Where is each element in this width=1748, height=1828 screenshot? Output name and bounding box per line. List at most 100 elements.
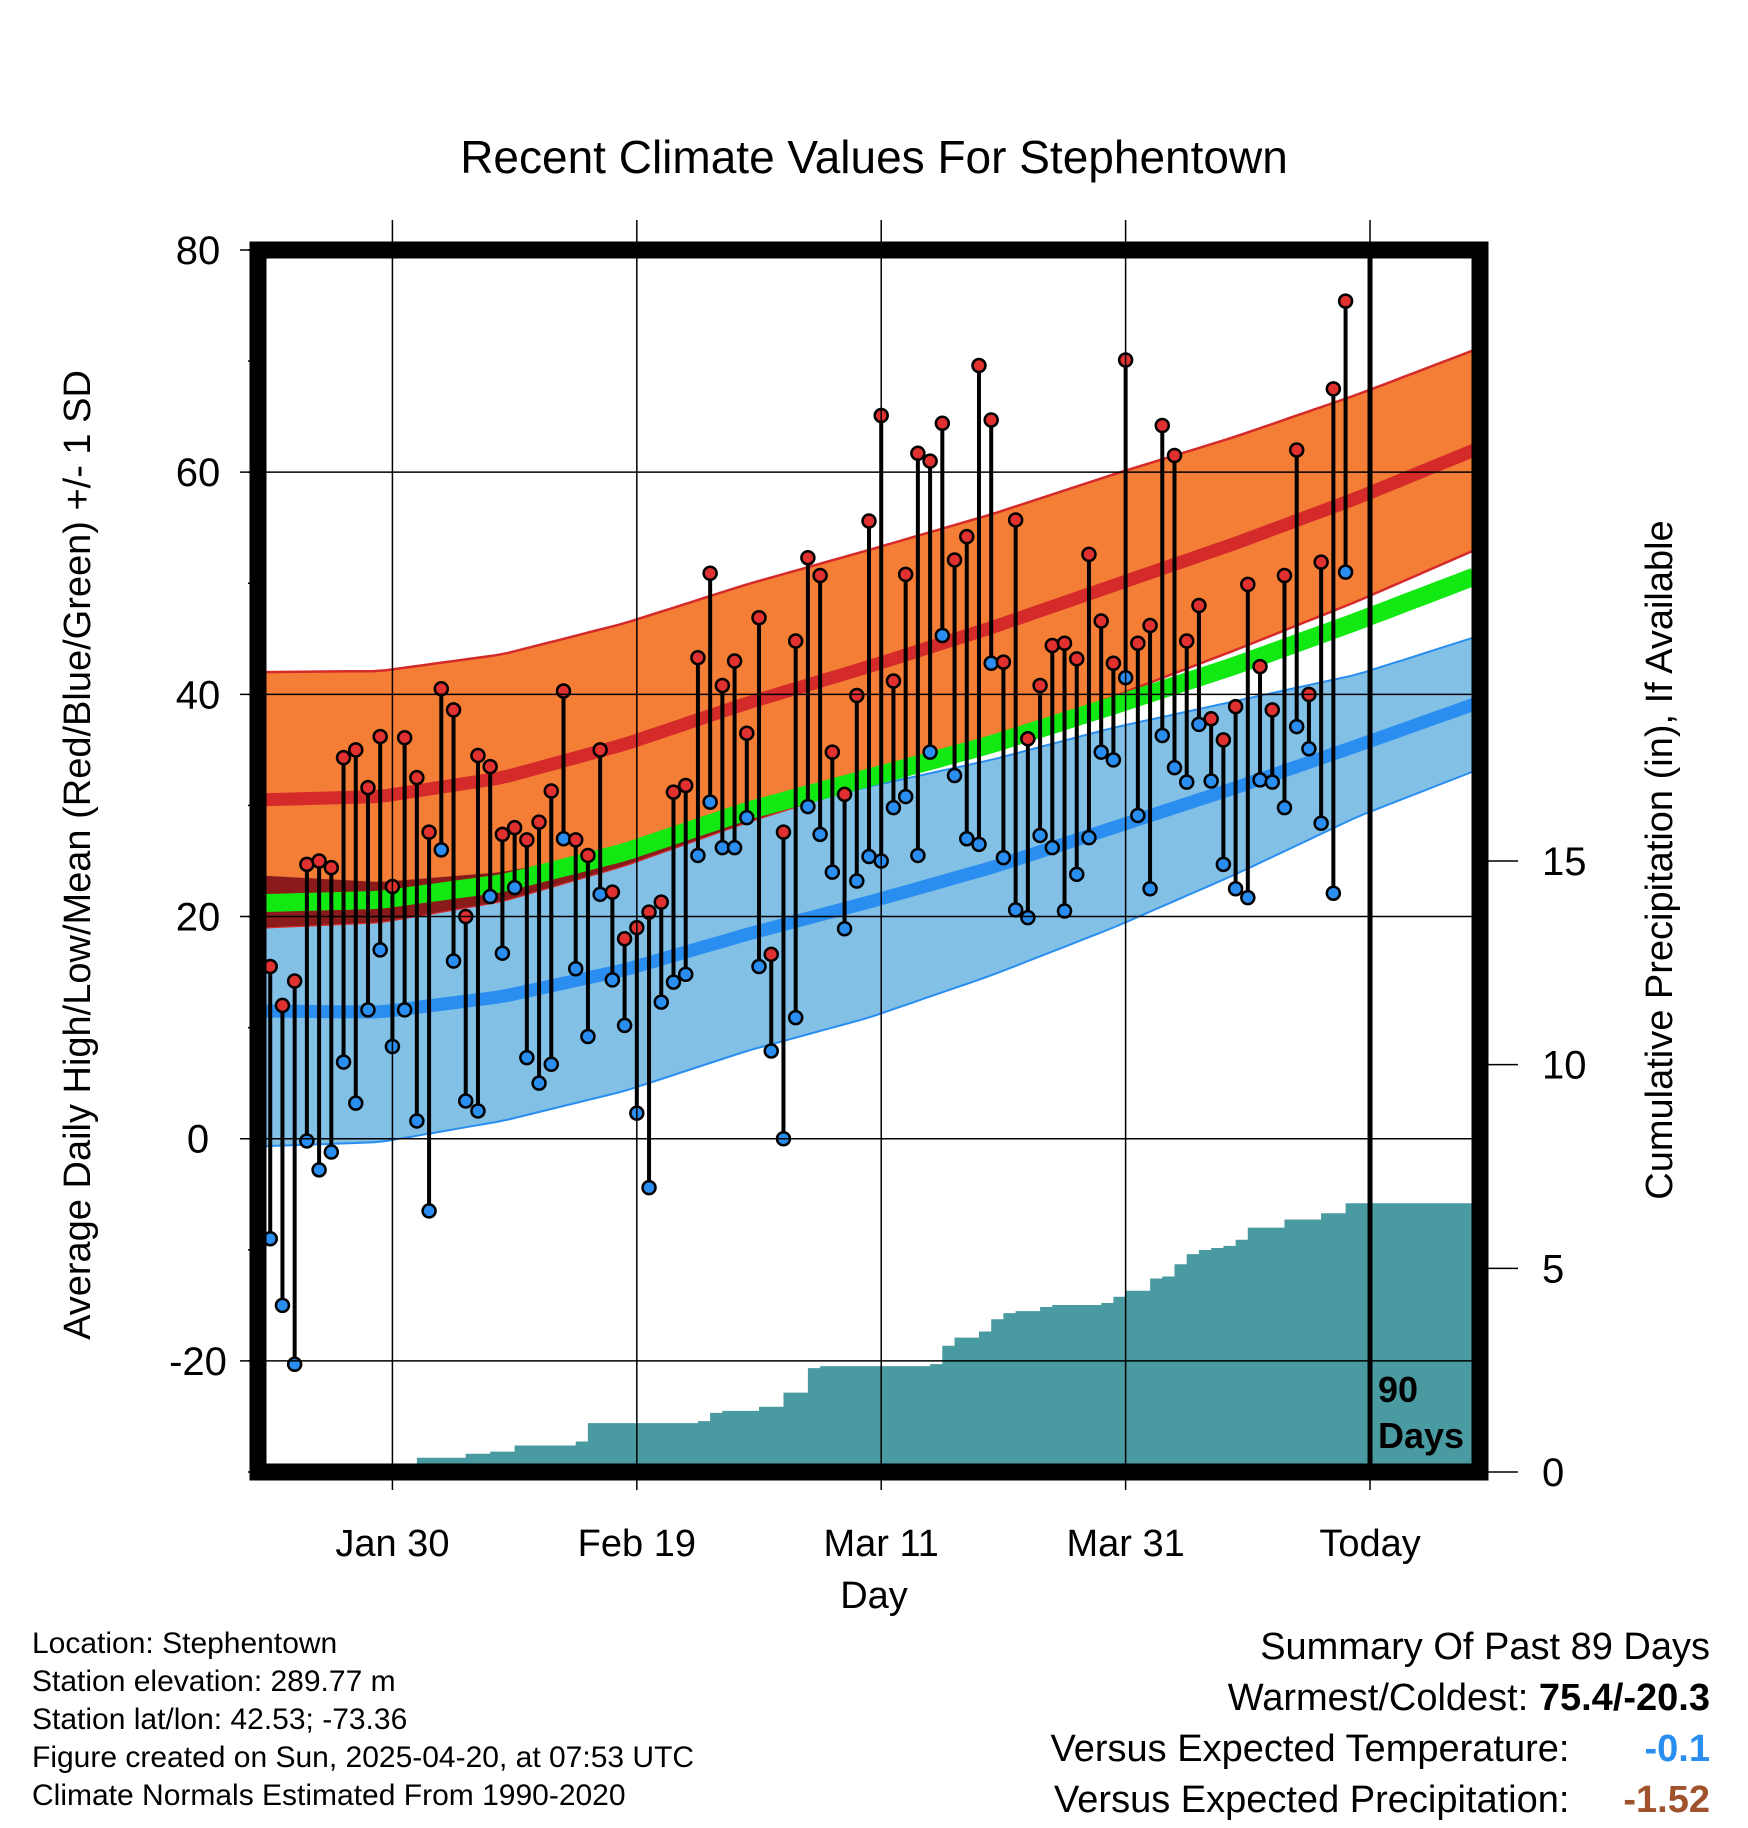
daily-high-point [1068, 651, 1085, 667]
daily-high-point [775, 824, 792, 840]
daily-low-point [323, 1144, 340, 1160]
daily-low-point [983, 655, 999, 672]
daily-high-point [445, 702, 462, 718]
y2-axis-label: Cumulative Precipitation (in), If Availa… [1639, 520, 1681, 1199]
daily-high-point [739, 725, 755, 741]
daily-high-point [506, 819, 523, 836]
daily-high-point [714, 677, 731, 694]
daily-high-point [494, 826, 511, 843]
daily-high-point [861, 513, 877, 529]
daily-low-point [1252, 772, 1268, 788]
daily-low-point [1081, 829, 1097, 846]
daily-high-point [286, 973, 303, 989]
daily-high-point [849, 687, 865, 704]
daily-low-point [1007, 902, 1024, 918]
daily-low-point [1215, 856, 1232, 873]
daily-high-point [1007, 512, 1024, 528]
daily-low-point [531, 1075, 547, 1091]
created-text: Figure created on Sun, 2025-04-20, at 07… [32, 1741, 695, 1774]
daily-high-point [360, 779, 376, 796]
daily-high-point [1142, 617, 1158, 634]
daily-low-point [751, 958, 767, 975]
summary-panel: Summary Of Past 89 Days Warmest/Coldest:… [1051, 1622, 1710, 1826]
x-tick-label: Today [1319, 1523, 1420, 1565]
daily-high-point [372, 728, 388, 745]
daily-low-point [922, 744, 938, 760]
daily-high-point [1240, 576, 1256, 593]
daily-high-point [946, 552, 963, 568]
daily-high-point [1105, 655, 1122, 672]
daily-low-point [824, 864, 841, 880]
warm-cold-label: Warmest/Coldest: [1227, 1677, 1529, 1719]
daily-high-point [1154, 417, 1171, 434]
daily-low-point [836, 921, 853, 937]
daily-high-point [995, 654, 1012, 670]
daily-high-point [470, 747, 486, 764]
daily-low-point [348, 1095, 364, 1111]
daily-low-point [592, 886, 608, 903]
daily-high-point [787, 633, 804, 649]
daily-low-point [274, 1297, 291, 1314]
daily-high-point [824, 744, 841, 760]
daily-low-point [1264, 774, 1281, 790]
daily-low-point [445, 953, 462, 969]
daily-high-point [1325, 381, 1342, 397]
daily-low-point [726, 839, 743, 856]
daily-high-point [983, 412, 999, 428]
daily-high-point [726, 653, 743, 669]
daily-low-point [1313, 815, 1329, 831]
daily-high-point [885, 673, 902, 689]
climate-chart: Recent Climate Values For Stephentown 90… [57, 131, 1681, 1617]
temp-value: -0.1 [1644, 1728, 1710, 1770]
daily-low-point [360, 1002, 376, 1018]
daily-high-point [1166, 447, 1183, 464]
daily-low-point [1191, 716, 1207, 733]
x-tick-label: Jan 30 [335, 1523, 449, 1565]
y-tick-label: 0 [187, 1118, 209, 1162]
daily-high-point [1252, 658, 1268, 675]
daily-high-point [763, 946, 779, 963]
daily-high-point [433, 681, 450, 697]
y-tick-label: 20 [176, 896, 221, 940]
daily-low-point [286, 1356, 303, 1372]
daily-low-point [1337, 564, 1354, 580]
daily-low-point [885, 799, 902, 816]
temp-row: Versus Expected Temperature: -0.1 [1051, 1724, 1710, 1775]
daily-high-point [409, 769, 425, 786]
daily-low-point [470, 1103, 486, 1119]
precip-row: Versus Expected Precipitation: -1.52 [1051, 1775, 1710, 1826]
daily-high-point [1020, 731, 1036, 747]
daily-low-point [421, 1203, 437, 1219]
y2-tick-label: 10 [1542, 1044, 1587, 1088]
daily-high-point [910, 445, 926, 462]
daily-low-point [494, 945, 511, 961]
daily-high-point [1130, 635, 1146, 652]
daily-low-point [555, 831, 572, 847]
daily-low-point [1240, 889, 1256, 906]
daily-high-point [555, 683, 572, 699]
cumulative-precip-area [258, 1203, 1480, 1472]
daily-high-point [1032, 677, 1048, 694]
y2-tick-label: 5 [1542, 1247, 1564, 1291]
y2-tick-label: 15 [1542, 840, 1587, 884]
chart-title: Recent Climate Values For Stephentown [460, 131, 1288, 183]
daily-low-point [1020, 909, 1036, 926]
daily-low-point [580, 1028, 596, 1045]
daily-high-point [677, 777, 694, 794]
daily-low-point [506, 879, 523, 896]
x-tick-label: Mar 11 [823, 1523, 938, 1565]
daily-low-point [1276, 799, 1293, 816]
daily-high-point [311, 853, 327, 869]
daily-high-point [1288, 442, 1305, 458]
elevation-text: Station elevation: 289.77 m [32, 1665, 396, 1698]
daily-high-point [1215, 732, 1232, 748]
plot-area [258, 293, 1480, 1472]
summary-heading: Summary Of Past 89 Days [1260, 1626, 1710, 1668]
daily-low-point [457, 1093, 474, 1109]
daily-low-point [1301, 741, 1317, 757]
daily-low-point [1178, 774, 1195, 790]
daily-low-point [1044, 839, 1061, 856]
latlon-text: Station lat/lon: 42.53; -73.36 [32, 1703, 408, 1736]
daily-high-point [335, 749, 352, 766]
daily-low-point [897, 788, 914, 805]
